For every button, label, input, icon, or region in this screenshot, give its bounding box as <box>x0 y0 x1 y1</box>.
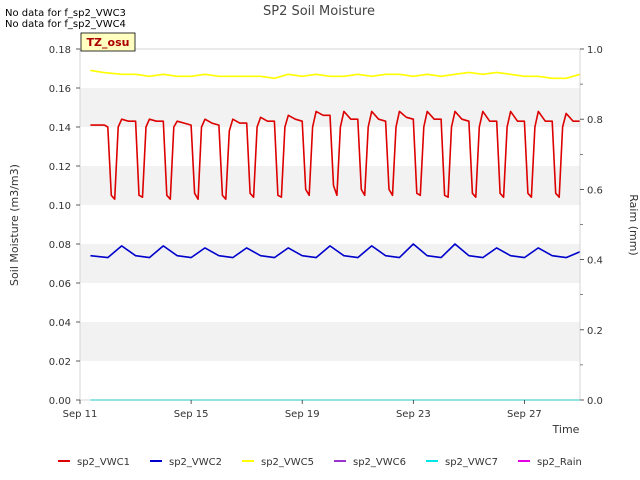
y-tick-label: 0.12 <box>49 162 71 173</box>
y-tick-label: 0.10 <box>49 201 71 212</box>
y2-tick-label: 0.2 <box>587 326 603 337</box>
x-tick-label: Sep 19 <box>285 409 320 420</box>
grid-band <box>80 322 580 361</box>
site-badge: TZ_osu <box>80 32 136 52</box>
y-tick-label: 0.14 <box>49 123 71 134</box>
y-tick-label: 0.16 <box>49 84 71 95</box>
x-tick-label: Sep 15 <box>174 409 209 420</box>
y2-tick-label: 1.0 <box>587 45 603 56</box>
y-tick-label: 0.00 <box>49 396 71 407</box>
x-tick-label: Sep 27 <box>507 409 542 420</box>
y-tick-label: 0.02 <box>49 357 71 368</box>
y-axis-label: Soil Moisture (m3/m3) <box>8 164 21 286</box>
no-data-note-1: No data for f_sp2_VWC3 <box>5 8 126 19</box>
y-tick-label: 0.08 <box>49 240 71 251</box>
grid-band <box>80 361 580 400</box>
grid-band <box>80 205 580 244</box>
legend-label-sp2_VWC7: sp2_VWC7 <box>445 457 498 468</box>
site-badge-label: TZ_osu <box>87 36 130 49</box>
legend: sp2_VWC1 sp2_VWC2 sp2_VWC5 sp2_VWC6 sp2_VWC7… <box>58 457 582 468</box>
x-tick-label: Sep 23 <box>396 409 431 420</box>
y2-tick-label: 0.4 <box>587 256 603 267</box>
chart-title: SP2 Soil Moisture <box>263 4 375 19</box>
legend-label-sp2_Rain: sp2_Rain <box>537 457 582 468</box>
legend-label-sp2_VWC5: sp2_VWC5 <box>261 457 314 468</box>
legend-label-sp2_VWC2: sp2_VWC2 <box>169 457 222 468</box>
y2-axis-label: Raim (mm) <box>627 194 640 255</box>
y2-tick-label: 0.6 <box>587 185 603 196</box>
y2-tick-label: 0.0 <box>587 396 603 407</box>
y2-tick-label: 0.8 <box>587 115 603 126</box>
grid-band <box>80 244 580 283</box>
grid-band <box>80 166 580 205</box>
series-line-sp2_VWC1 <box>90 110 580 200</box>
grid-band <box>80 283 580 322</box>
x-axis-label: Time <box>552 423 580 436</box>
grid-band <box>80 49 580 88</box>
legend-label-sp2_VWC1: sp2_VWC1 <box>77 457 130 468</box>
y-tick-label: 0.06 <box>49 279 71 290</box>
y-tick-label: 0.04 <box>49 318 71 329</box>
legend-label-sp2_VWC6: sp2_VWC6 <box>353 457 406 468</box>
no-data-note-2: No data for f_sp2_VWC4 <box>5 19 126 30</box>
x-tick-label: Sep 11 <box>63 409 98 420</box>
y-tick-label: 0.18 <box>49 45 71 56</box>
series-line-sp2_VWC2 <box>90 243 581 259</box>
series-line-sp2_VWC5 <box>90 69 581 80</box>
